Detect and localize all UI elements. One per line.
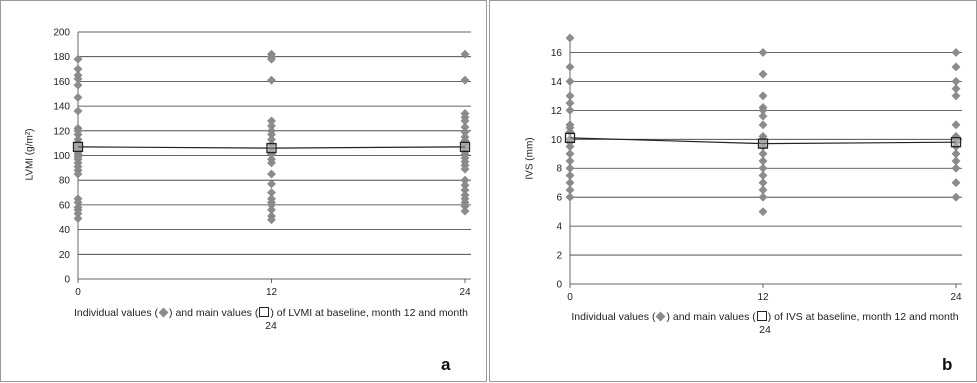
- y-axis-label: LVMI (g/m²): [24, 128, 36, 181]
- individual-value-point: [460, 75, 470, 85]
- y-tick-label: 40: [59, 225, 71, 236]
- individual-value-point: [267, 169, 276, 179]
- individual-value-point: [73, 54, 83, 64]
- individual-value-point: [460, 164, 470, 174]
- individual-value-point: [73, 92, 83, 102]
- x-tick-label: 0: [75, 287, 81, 298]
- chart-caption: Individual values ( ) and main values () …: [570, 311, 960, 337]
- individual-value-point: [758, 192, 768, 202]
- caption-text-2: ) and main values (: [666, 311, 756, 323]
- caption-text-3: ) of LVMI at baseline, month 12 and mont…: [265, 307, 468, 332]
- individual-value-point: [951, 163, 961, 173]
- individual-value-point: [758, 69, 768, 79]
- x-tick-label: 12: [266, 287, 278, 298]
- individual-value-point: [565, 33, 575, 43]
- caption-text-2: ) and main values (: [169, 307, 259, 319]
- y-tick-label: 180: [53, 52, 70, 63]
- individual-value-point: [565, 62, 575, 72]
- individual-value-point: [758, 47, 768, 57]
- individual-value-point: [460, 206, 470, 216]
- y-tick-label: 0: [64, 275, 70, 286]
- y-tick-label: 60: [59, 200, 71, 211]
- y-tick-label: 100: [53, 151, 70, 162]
- panel-letter: b: [942, 355, 953, 374]
- individual-value-point: [73, 214, 83, 223]
- diamond-marker-icon: [158, 307, 169, 318]
- caption-text-3: ) of IVS at baseline, month 12 and month…: [759, 311, 959, 336]
- mean-line: [77, 146, 466, 149]
- y-tick-label: 14: [551, 77, 563, 88]
- individual-value-point: [758, 120, 768, 130]
- y-tick-label: 10: [551, 135, 563, 146]
- square-marker-icon: [259, 307, 270, 317]
- individual-value-point: [267, 179, 276, 189]
- x-tick-label: 24: [950, 292, 962, 303]
- individual-value-point: [951, 91, 961, 101]
- y-tick-label: 80: [59, 176, 71, 187]
- x-tick-label: 24: [459, 287, 471, 298]
- individual-value-point: [951, 62, 961, 72]
- individual-value-point: [951, 192, 961, 202]
- diamond-marker-icon: [655, 311, 666, 322]
- chart-caption: Individual values ( ) and main values ( ) …: [71, 307, 471, 333]
- panel-letter: a: [441, 355, 451, 374]
- y-tick-label: 6: [556, 193, 562, 204]
- y-tick-label: 0: [556, 280, 562, 291]
- y-tick-label: 2: [556, 251, 562, 262]
- y-tick-label: 140: [53, 102, 70, 113]
- mean-value-point: [266, 142, 277, 154]
- y-tick-label: 160: [53, 77, 70, 88]
- y-tick-label: 200: [53, 28, 70, 39]
- individual-value-point: [758, 111, 768, 121]
- individual-value-point: [267, 54, 276, 64]
- individual-value-point: [73, 169, 83, 179]
- individual-value-point: [460, 49, 470, 59]
- individual-value-point: [565, 76, 575, 86]
- mean-value-point: [950, 137, 962, 148]
- caption-text-1: Individual values (: [73, 307, 159, 319]
- mean-value-point: [72, 141, 84, 153]
- chart-panel-a: 0 20 40 60 80 100 120 140 160 180 200 0 12 24 LVMI (g…: [0, 0, 487, 382]
- individual-value-point: [951, 120, 961, 130]
- y-axis-label: IVS (mm): [524, 137, 536, 180]
- individual-value-point: [267, 215, 276, 225]
- individual-value-point: [73, 106, 83, 116]
- individual-value-point: [951, 178, 961, 188]
- lvmi-chart-svg: 0 20 40 60 80 100 120 140 160 180 200 0 12 24: [53, 28, 471, 298]
- mean-value-point: [459, 141, 471, 153]
- individual-value-point: [758, 91, 768, 101]
- individual-value-point: [951, 47, 961, 57]
- individual-value-point: [267, 75, 276, 85]
- y-tick-label: 4: [556, 222, 562, 233]
- square-marker-icon: [756, 311, 767, 321]
- y-tick-label: 20: [59, 250, 71, 261]
- mean-line: [569, 137, 957, 145]
- individual-value-point: [565, 192, 575, 202]
- x-tick-label: 0: [567, 292, 573, 303]
- individual-value-point: [565, 105, 575, 115]
- chart-panel-b: 0 2 4 6 8 10 12 14 16 0 12 24 IVS (mm) Individual v…: [489, 0, 977, 382]
- individual-value-point: [267, 158, 276, 168]
- y-tick-label: 120: [53, 126, 70, 137]
- y-tick-label: 8: [556, 164, 562, 175]
- individual-value-point: [758, 207, 768, 217]
- mean-value-point: [757, 138, 769, 149]
- y-tick-label: 12: [551, 106, 563, 117]
- individual-value-point: [73, 80, 83, 90]
- mean-value-point: [564, 132, 576, 143]
- caption-text-1: Individual values (: [571, 311, 656, 323]
- x-tick-label: 12: [757, 292, 769, 303]
- y-tick-label: 16: [551, 48, 563, 59]
